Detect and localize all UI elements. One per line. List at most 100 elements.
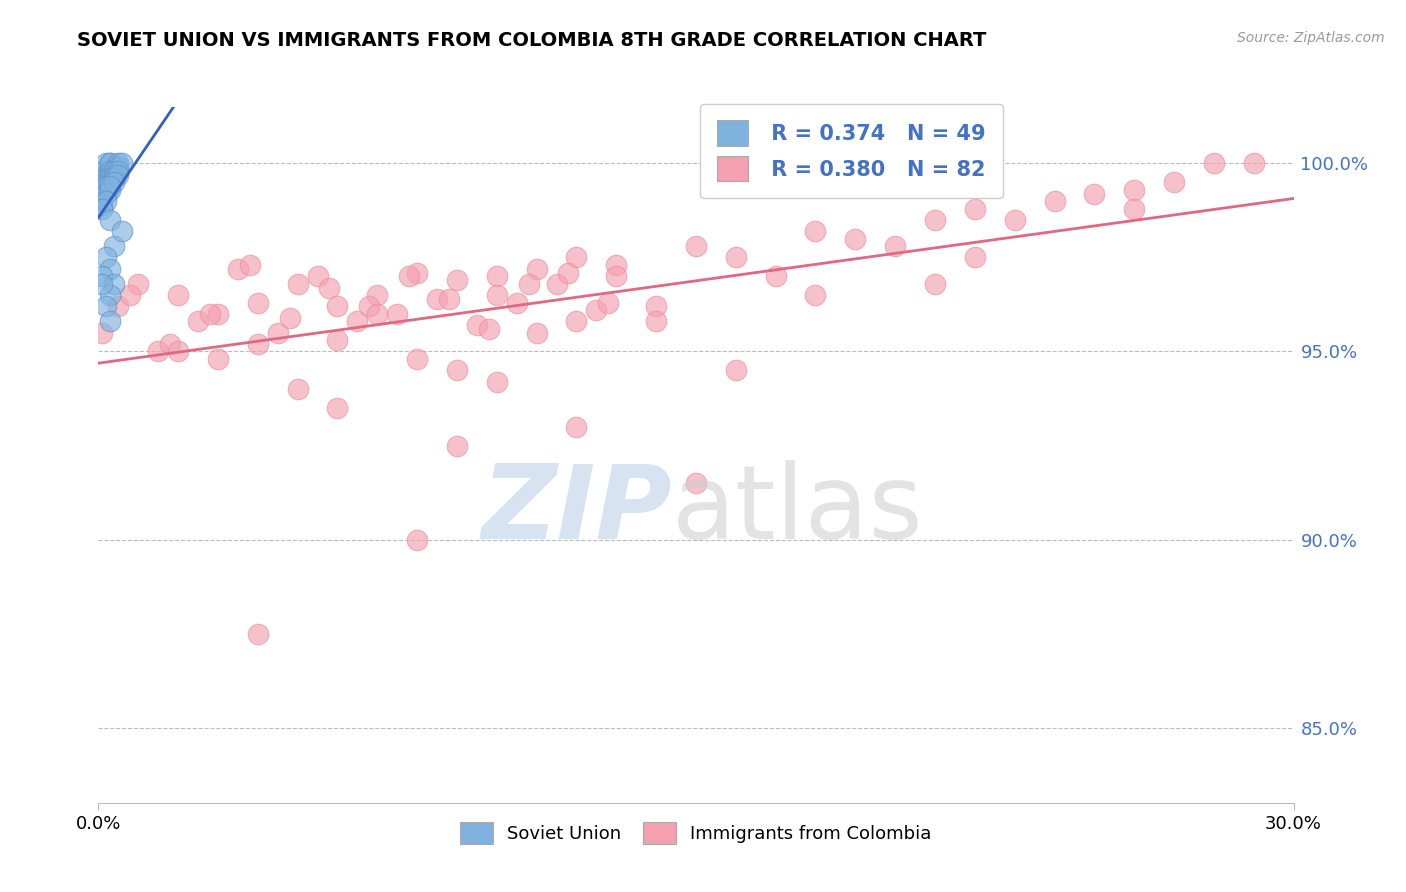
Point	[398, 269, 420, 284]
Text: ZIP: ZIP	[481, 460, 672, 561]
Point	[148, 344, 170, 359]
Point	[96, 179, 118, 194]
Point	[167, 344, 190, 359]
Point	[804, 224, 827, 238]
Point	[107, 164, 129, 178]
Point	[91, 164, 114, 178]
Point	[159, 337, 181, 351]
Point	[526, 326, 548, 340]
Point	[103, 160, 125, 174]
Point	[1004, 212, 1026, 227]
Point	[96, 156, 118, 170]
Point	[91, 190, 114, 204]
Point	[91, 326, 114, 340]
Point	[804, 288, 827, 302]
Point	[724, 363, 747, 377]
Point	[485, 375, 508, 389]
Point	[605, 269, 627, 284]
Point	[565, 251, 588, 265]
Point	[645, 314, 668, 328]
Point	[226, 261, 249, 276]
Point	[645, 299, 668, 313]
Point	[103, 168, 125, 182]
Legend: Soviet Union, Immigrants from Colombia: Soviet Union, Immigrants from Colombia	[451, 813, 941, 853]
Point	[685, 239, 707, 253]
Point	[96, 171, 118, 186]
Point	[326, 333, 349, 347]
Point	[98, 171, 122, 186]
Point	[287, 382, 309, 396]
Point	[446, 363, 468, 377]
Point	[326, 299, 349, 313]
Text: Source: ZipAtlas.com: Source: ZipAtlas.com	[1237, 31, 1385, 45]
Point	[406, 351, 429, 366]
Point	[485, 288, 508, 302]
Point	[1163, 175, 1185, 189]
Point	[91, 277, 114, 291]
Point	[465, 318, 488, 333]
Point	[103, 168, 125, 182]
Point	[437, 292, 460, 306]
Point	[346, 314, 368, 328]
Point	[287, 277, 309, 291]
Point	[963, 202, 986, 216]
Point	[1202, 156, 1225, 170]
Point	[98, 261, 122, 276]
Point	[91, 198, 114, 212]
Point	[127, 277, 149, 291]
Point	[107, 156, 129, 170]
Point	[96, 194, 118, 208]
Point	[98, 175, 122, 189]
Point	[120, 288, 142, 302]
Point	[98, 288, 122, 302]
Point	[103, 239, 125, 253]
Point	[517, 277, 540, 291]
Point	[585, 303, 607, 318]
Point	[685, 476, 707, 491]
Point	[246, 337, 269, 351]
Point	[107, 168, 129, 182]
Point	[598, 295, 620, 310]
Point	[111, 156, 134, 170]
Point	[924, 212, 946, 227]
Point	[406, 533, 429, 547]
Point	[96, 175, 118, 189]
Point	[103, 175, 125, 189]
Point	[844, 232, 866, 246]
Point	[1043, 194, 1066, 208]
Point	[1243, 156, 1265, 170]
Point	[96, 251, 118, 265]
Point	[724, 251, 747, 265]
Point	[1123, 183, 1146, 197]
Point	[406, 266, 429, 280]
Point	[96, 186, 118, 201]
Point	[546, 277, 568, 291]
Point	[98, 156, 122, 170]
Point	[426, 292, 449, 306]
Point	[246, 295, 269, 310]
Point	[565, 314, 588, 328]
Point	[1123, 202, 1146, 216]
Point	[91, 202, 114, 216]
Point	[103, 277, 125, 291]
Point	[103, 171, 125, 186]
Point	[111, 224, 134, 238]
Point	[198, 307, 221, 321]
Point	[446, 438, 468, 452]
Point	[565, 419, 588, 434]
Point	[96, 183, 118, 197]
Point	[1083, 186, 1105, 201]
Point	[207, 351, 229, 366]
Point	[187, 314, 209, 328]
Point	[91, 186, 114, 201]
Point	[884, 239, 907, 253]
Point	[96, 179, 118, 194]
Point	[91, 269, 114, 284]
Point	[307, 269, 329, 284]
Point	[98, 171, 122, 186]
Point	[107, 160, 129, 174]
Point	[91, 183, 114, 197]
Point	[359, 299, 381, 313]
Point	[605, 258, 627, 272]
Point	[103, 164, 125, 178]
